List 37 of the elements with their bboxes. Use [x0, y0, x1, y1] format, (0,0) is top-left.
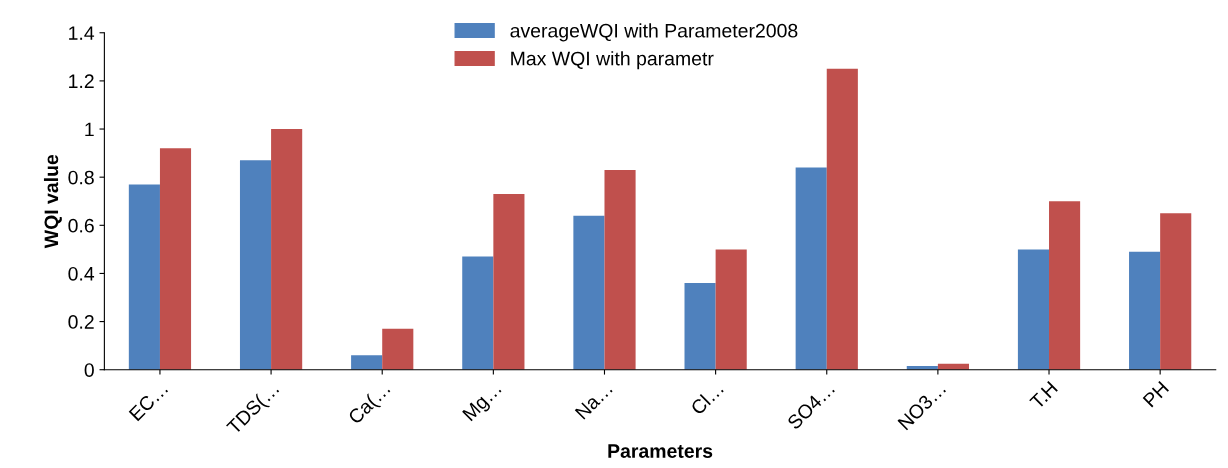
y-tick-label: 0.6 [68, 218, 94, 233]
y-tick-label: 0 [84, 363, 94, 377]
bar [159, 148, 192, 370]
bar [1017, 249, 1050, 370]
bar [1129, 251, 1161, 370]
y-tick-label: 1 [85, 122, 94, 137]
y-tick-label: 0.8 [68, 170, 94, 185]
x-tick-label: EC… [128, 381, 169, 422]
bar [1160, 213, 1192, 370]
bar [826, 68, 858, 370]
x-tick-label: Cl… [689, 381, 724, 416]
y-axis-title: WQI value [43, 154, 62, 249]
bar [684, 283, 716, 370]
bar [715, 249, 747, 370]
bar [382, 328, 414, 370]
bar [1049, 201, 1081, 370]
bar [462, 256, 494, 370]
bar [493, 194, 525, 370]
bar [573, 215, 605, 370]
x-tick-label: Ca(… [347, 381, 394, 428]
legend-label: Max WQI with parametr [511, 51, 714, 70]
y-tick-label: 0.4 [68, 266, 95, 281]
x-tick-label: PH [1142, 381, 1169, 408]
bar [128, 184, 160, 370]
bar [239, 160, 272, 370]
bar [271, 129, 303, 370]
y-tick-label: 1.4 [69, 26, 95, 40]
bar [604, 169, 636, 370]
legend-label: averageWQI with Parameter2008 [510, 23, 798, 42]
x-axis-title: Parameters [608, 444, 713, 458]
x-tick-label: T.H [1029, 381, 1058, 410]
bar [351, 355, 383, 370]
y-tick-label: 0.2 [68, 315, 94, 329]
x-tick-label: Na… [574, 381, 613, 420]
bar [795, 167, 827, 370]
x-tick-label: Mg… [462, 381, 505, 424]
y-tick-label: 1.2 [69, 74, 94, 88]
